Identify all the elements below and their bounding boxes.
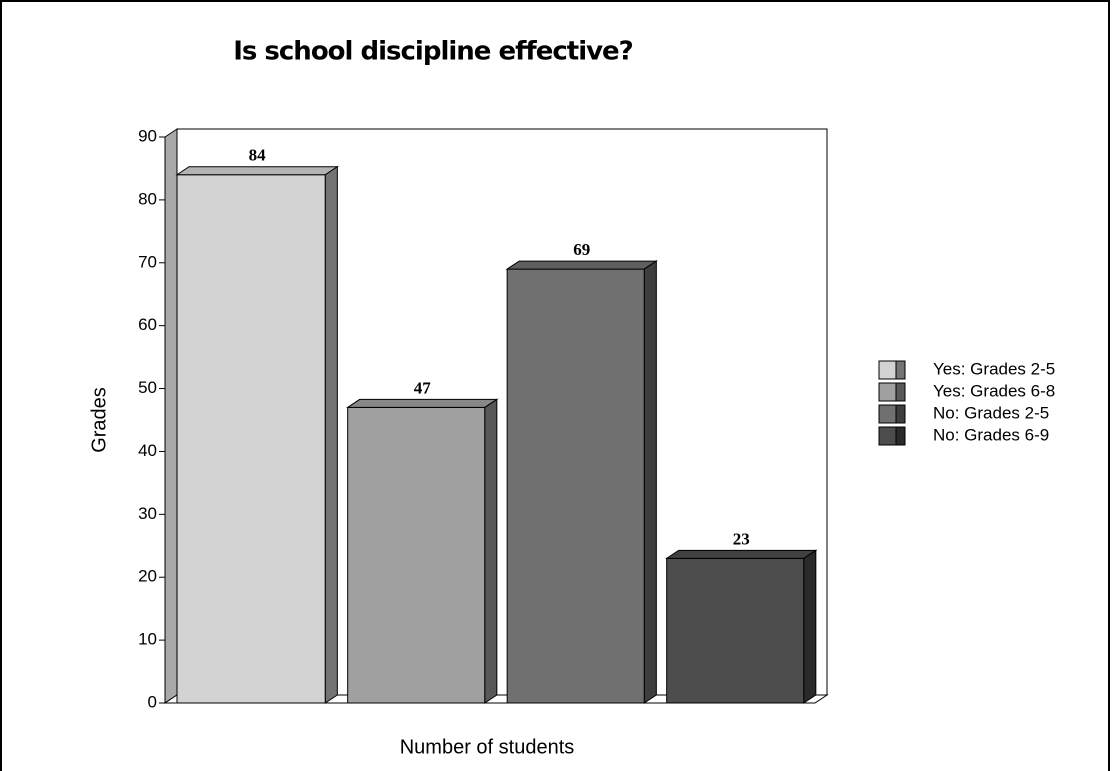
bar-side xyxy=(803,549,817,704)
bar-top xyxy=(175,166,339,176)
bar xyxy=(176,174,326,704)
legend-label: Yes: Grades 6-8 xyxy=(933,381,1055,400)
y-tick-label: 40 xyxy=(138,441,157,460)
bar-side xyxy=(324,165,338,704)
value-label: 47 xyxy=(414,378,432,397)
bar xyxy=(506,268,645,704)
legend-swatch-shade xyxy=(895,404,906,424)
left-wall xyxy=(164,128,178,704)
y-tick-label: 30 xyxy=(138,504,157,523)
bar-top xyxy=(505,260,658,270)
legend-swatch-shade xyxy=(895,382,906,402)
y-tick-label: 20 xyxy=(138,567,157,586)
y-tick-label: 70 xyxy=(138,252,157,271)
bar-top xyxy=(346,398,499,408)
y-tick-label: 0 xyxy=(148,692,157,711)
legend-swatch-shade xyxy=(895,426,906,446)
legend-label: No: Grades 2-5 xyxy=(933,403,1049,422)
y-tick-label: 90 xyxy=(138,126,157,145)
bar-side xyxy=(643,260,657,704)
legend-swatch-shade xyxy=(895,360,906,380)
y-tick-label: 10 xyxy=(138,630,157,649)
x-axis-label: Number of students xyxy=(400,736,575,758)
legend-label: Yes: Grades 2-5 xyxy=(933,359,1055,378)
value-label: 23 xyxy=(733,529,750,548)
y-axis-label: Grades xyxy=(88,387,110,453)
bar-side xyxy=(484,398,498,704)
bar-top xyxy=(665,549,818,559)
value-label: 84 xyxy=(249,146,267,165)
bar xyxy=(666,557,805,704)
y-tick-label: 60 xyxy=(138,315,157,334)
bar xyxy=(347,406,486,704)
value-label: 69 xyxy=(573,240,590,259)
y-tick-label: 80 xyxy=(138,189,157,208)
legend-label: No: Grades 6-9 xyxy=(933,425,1049,444)
chart-title: Is school discipline effective? xyxy=(233,37,633,67)
y-tick-label: 50 xyxy=(138,378,157,397)
